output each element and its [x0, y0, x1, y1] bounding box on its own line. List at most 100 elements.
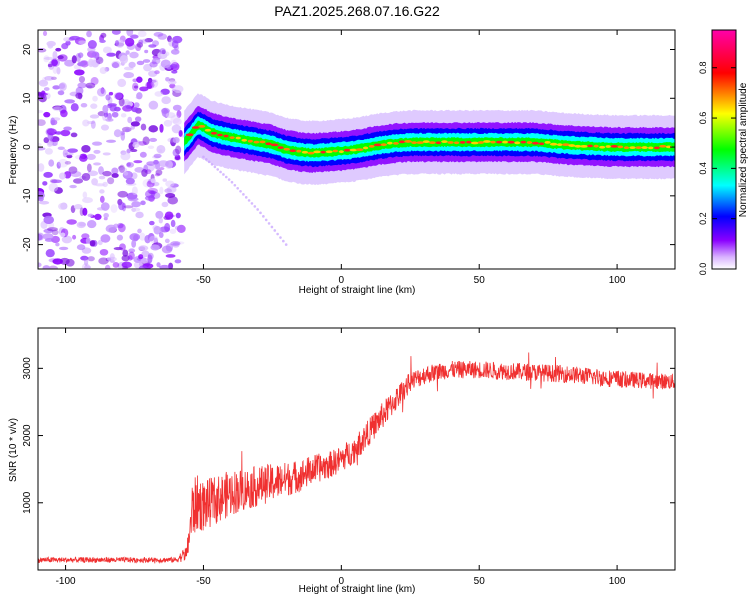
noise-blob — [38, 79, 49, 87]
ridge-core-spot — [259, 140, 266, 144]
secondary-trace-dot — [224, 175, 228, 179]
noise-blob — [50, 76, 57, 81]
noise-blob — [150, 178, 156, 184]
noise-blob — [90, 103, 98, 109]
noise-blob — [100, 234, 111, 243]
ridge-core-spot — [490, 140, 496, 144]
noise-blob — [42, 265, 51, 269]
spectrogram-ytick-label: 20 — [22, 44, 33, 56]
noise-blob — [91, 178, 98, 186]
noise-blob — [153, 226, 162, 235]
noise-blob — [120, 152, 131, 161]
noise-blob — [81, 172, 91, 181]
noise-blob — [164, 238, 170, 244]
noise-blob — [167, 196, 179, 205]
noise-blob — [157, 160, 169, 168]
spectrogram-xtick-label: 100 — [609, 275, 626, 286]
noise-blob — [73, 178, 84, 184]
noise-blob — [137, 228, 142, 234]
noise-blob — [46, 40, 56, 47]
noise-blob — [55, 242, 60, 247]
noise-blob — [155, 169, 163, 176]
noise-blob — [79, 154, 88, 162]
ridge-core-spot — [453, 141, 460, 145]
noise-blob — [173, 85, 184, 94]
noise-blob — [91, 59, 100, 68]
ridge-core-spot — [301, 150, 309, 154]
noise-blob — [164, 222, 171, 232]
noise-blob — [150, 78, 159, 88]
noise-blob — [161, 96, 171, 105]
noise-blob — [43, 137, 49, 144]
noise-blob — [87, 170, 99, 177]
secondary-trace-dot — [222, 173, 225, 176]
noise-blob — [130, 34, 139, 39]
noise-blob — [82, 119, 90, 127]
ridge-core-spot — [447, 141, 454, 144]
ridge-core-spot — [355, 148, 364, 152]
ridge-core-spot — [307, 151, 315, 155]
colorbar-tick-label: 0.4 — [698, 162, 708, 175]
ridge-core-spot — [623, 146, 630, 150]
ridge-core-spot — [229, 136, 235, 140]
noise-blob — [134, 116, 142, 122]
noise-blob — [112, 262, 120, 268]
noise-blob — [167, 35, 172, 43]
secondary-trace-dot — [230, 180, 234, 184]
noise-blob — [165, 254, 176, 258]
noise-blob — [43, 92, 51, 100]
noise-blob — [81, 263, 91, 269]
noise-blob — [118, 167, 128, 173]
noise-blob — [114, 40, 119, 47]
noise-blob — [64, 152, 74, 156]
snr-xtick-label: -50 — [196, 576, 211, 587]
ridge-core-spot — [313, 150, 321, 154]
noise-blob — [130, 121, 140, 127]
noise-blob — [126, 162, 131, 167]
noise-blob — [103, 212, 109, 219]
ridge-core-spot — [247, 139, 253, 143]
noise-blob — [64, 160, 72, 165]
noise-blob — [128, 248, 136, 253]
noise-blob — [98, 257, 109, 265]
noise-blob — [138, 245, 149, 251]
noise-blob — [172, 242, 180, 248]
noise-blob — [172, 117, 182, 126]
noise-blob — [86, 163, 92, 172]
noise-blob — [142, 59, 151, 63]
noise-blob — [170, 241, 181, 246]
noise-blob — [141, 38, 149, 44]
ridge — [184, 93, 675, 186]
noise-blob — [105, 118, 114, 122]
ridge-core-spot — [204, 128, 211, 132]
ridge-core-spot — [428, 141, 436, 145]
noise-blob — [58, 158, 69, 168]
noise-blob — [164, 211, 174, 220]
noise-blob — [122, 170, 133, 180]
noise-blob — [118, 97, 125, 107]
ridge-band-4 — [184, 120, 675, 158]
noise-blob — [158, 232, 164, 238]
noise-blob — [123, 171, 129, 176]
noise-blob — [154, 173, 161, 177]
ridge-core-spot — [320, 150, 326, 154]
noise-blob — [66, 219, 77, 225]
colorbar-tick-label: 0.2 — [698, 212, 708, 225]
noise-blob — [52, 117, 61, 121]
spectrogram-ylabel: Frequency (Hz) — [8, 116, 19, 185]
noise-blob — [147, 77, 153, 83]
noise-blob — [159, 123, 164, 133]
ridge-core-spot — [526, 141, 533, 144]
noise-blob — [71, 55, 77, 64]
noise-blob — [159, 167, 165, 171]
noise-blob — [128, 61, 136, 68]
ridge-core-spot — [368, 144, 375, 148]
noise-blob — [172, 148, 180, 157]
secondary-trace-dot — [242, 193, 245, 196]
ridge-core-spot — [343, 148, 352, 152]
noise-blob — [113, 246, 123, 251]
secondary-trace-dot — [233, 183, 237, 187]
secondary-trace-dot — [284, 243, 288, 246]
noise-blob — [85, 237, 91, 245]
ridge-core-spot — [514, 141, 521, 145]
